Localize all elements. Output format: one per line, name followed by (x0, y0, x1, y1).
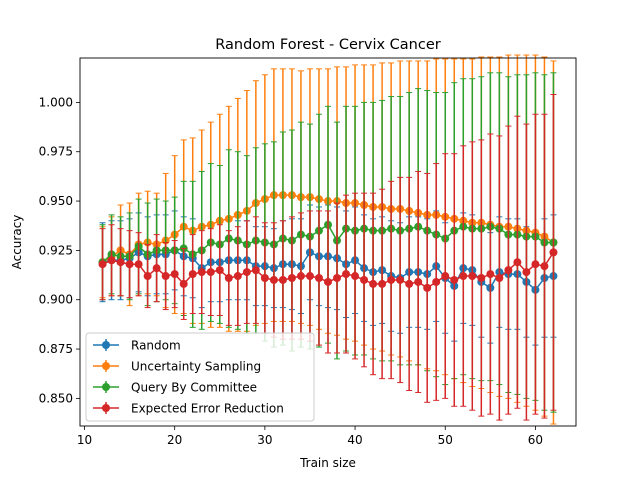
data-point (215, 266, 224, 275)
legend-item-uncertainty-sampling: Uncertainty Sampling (93, 360, 261, 374)
legend-item-query-by-committee: Query By Committee (93, 381, 257, 395)
x-tick-label: 50 (438, 433, 453, 447)
y-tick-label: 1.000 (39, 95, 73, 109)
data-point (260, 274, 269, 283)
data-point (224, 274, 233, 283)
axes-frame (79, 57, 577, 427)
data-point (278, 275, 287, 284)
data-point (378, 279, 387, 288)
data-point (450, 275, 459, 284)
data-point (152, 264, 161, 273)
y-tick-label: 0.925 (39, 243, 73, 257)
data-point (170, 270, 179, 279)
data-point (188, 270, 197, 279)
y-tick-label: 0.875 (39, 342, 73, 356)
legend-box (85, 332, 315, 422)
legend-label: Random (131, 339, 181, 353)
data-point (269, 275, 278, 284)
data-point (125, 260, 134, 269)
data-point (143, 272, 152, 281)
data-point (161, 272, 170, 281)
data-point (197, 268, 206, 277)
data-point (531, 260, 540, 269)
data-point (179, 279, 188, 288)
data-point (495, 274, 504, 283)
data-point (513, 258, 522, 267)
data-point (342, 270, 351, 279)
data-point (369, 279, 378, 288)
data-point (477, 274, 486, 283)
plot-area (98, 54, 558, 425)
legend-marker (102, 383, 110, 391)
data-point (98, 260, 107, 269)
legend-marker (102, 341, 110, 349)
data-point (405, 279, 414, 288)
y-tick-label: 0.950 (39, 194, 73, 208)
data-point (432, 277, 441, 286)
data-point (233, 272, 242, 281)
data-point (387, 275, 396, 284)
data-point (540, 262, 549, 271)
data-point (296, 272, 305, 281)
legend-label: Uncertainty Sampling (131, 360, 261, 374)
data-point (468, 272, 477, 281)
data-point (522, 268, 531, 277)
data-point (360, 275, 369, 284)
legend-label: Query By Committee (131, 381, 257, 395)
data-point (324, 277, 332, 286)
y-axis-label: Accuracy (10, 215, 24, 270)
series-expected-error-reduction (98, 94, 558, 421)
data-point (305, 272, 314, 281)
legend-label: Expected Error Reduction (131, 402, 284, 416)
x-tick-label: 20 (167, 433, 182, 447)
data-point (549, 248, 558, 257)
legend: Random Uncertainty Sampling Query By Commi… (85, 332, 315, 422)
data-point (116, 258, 125, 267)
data-point (423, 283, 432, 292)
data-point (396, 275, 405, 284)
data-point (314, 274, 323, 283)
legend-marker (102, 404, 110, 412)
legend-item-expected-error-reduction: Expected Error Reduction (93, 402, 284, 416)
legend-marker (102, 362, 110, 370)
data-point (486, 270, 495, 279)
data-point (441, 272, 450, 281)
chart-title: Random Forest - Cervix Cancer (215, 37, 440, 53)
y-tick-label: 0.900 (39, 293, 73, 307)
data-point (206, 268, 215, 277)
x-tick-label: 10 (77, 433, 92, 447)
data-point (251, 266, 260, 275)
data-point (414, 277, 423, 286)
data-point (333, 274, 342, 283)
x-axis: 10 20 30 40 50 60 (77, 426, 543, 447)
data-point (459, 272, 468, 281)
x-axis-label: Train size (299, 456, 356, 470)
data-point (107, 256, 116, 265)
legend-item-random: Random (93, 339, 181, 353)
data-point (351, 272, 360, 281)
x-tick-label: 60 (528, 433, 543, 447)
y-tick-label: 0.850 (39, 391, 73, 405)
x-tick-label: 40 (347, 433, 362, 447)
x-tick-label: 30 (257, 433, 272, 447)
y-axis: 0.850 0.875 0.900 0.925 0.950 0.975 1.000 (39, 95, 80, 405)
data-point (287, 274, 296, 283)
data-point (134, 260, 143, 269)
data-point (242, 268, 251, 277)
y-tick-label: 0.975 (39, 145, 73, 159)
data-point (504, 266, 513, 275)
